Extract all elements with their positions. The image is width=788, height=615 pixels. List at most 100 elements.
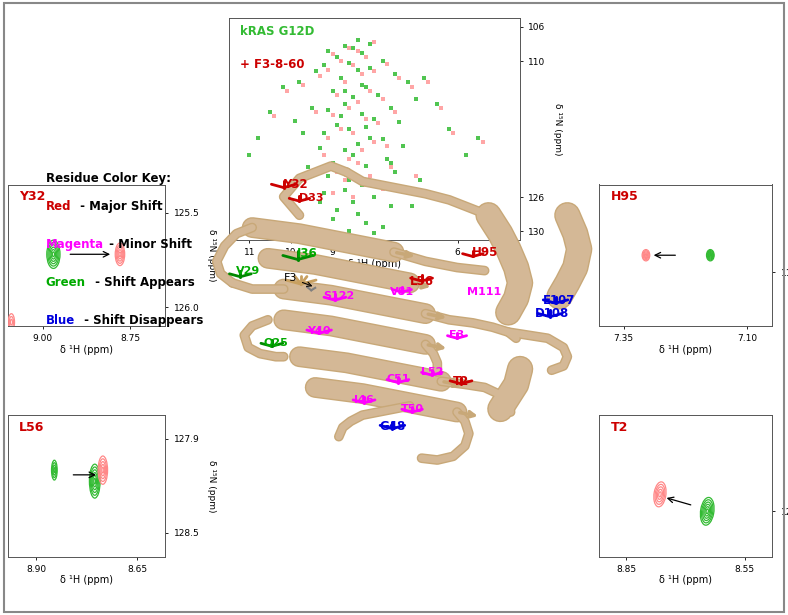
Text: Green: Green — [46, 276, 86, 289]
Point — [401, 77, 414, 87]
X-axis label: δ ¹H (ppm): δ ¹H (ppm) — [659, 344, 712, 355]
Point — [335, 73, 348, 83]
Point — [385, 158, 397, 168]
X-axis label: δ ¹H (ppm): δ ¹H (ppm) — [348, 258, 401, 269]
X-axis label: δ ¹H (ppm): δ ¹H (ppm) — [60, 575, 113, 585]
Point — [368, 228, 381, 238]
Text: L52: L52 — [421, 367, 443, 377]
Text: H95: H95 — [611, 190, 639, 203]
Point — [476, 137, 489, 147]
Point — [277, 82, 289, 92]
Point — [368, 192, 381, 202]
Point — [368, 38, 381, 47]
Point — [364, 171, 377, 181]
Point — [348, 129, 360, 138]
Point — [406, 201, 418, 211]
Point — [377, 95, 389, 105]
Point — [335, 165, 348, 175]
Point — [397, 141, 410, 151]
Point — [355, 80, 368, 90]
Point — [301, 162, 314, 172]
Point — [281, 86, 293, 96]
Point — [297, 80, 310, 90]
Point — [414, 175, 426, 185]
Point — [372, 90, 385, 100]
Point — [351, 35, 364, 45]
Text: Y32: Y32 — [19, 190, 45, 203]
Text: F3: F3 — [284, 273, 311, 287]
Point — [359, 161, 372, 171]
Point — [348, 150, 360, 160]
Point — [289, 116, 302, 125]
Point — [364, 86, 377, 96]
Point — [385, 103, 397, 113]
Text: S122: S122 — [323, 292, 355, 301]
Point — [297, 129, 310, 138]
Point — [293, 77, 306, 87]
Point — [326, 86, 339, 96]
Text: - Shift Appears: - Shift Appears — [91, 276, 195, 289]
Point — [335, 124, 348, 134]
Point — [314, 143, 326, 153]
Point — [377, 184, 389, 194]
Point — [343, 175, 355, 185]
Point — [322, 133, 335, 143]
Point — [318, 188, 331, 198]
Text: Y32: Y32 — [283, 178, 308, 191]
Point — [330, 90, 343, 100]
Point — [351, 97, 364, 107]
Point — [318, 60, 331, 70]
Point — [385, 201, 397, 211]
Point — [343, 43, 355, 53]
Y-axis label: δ ¹⁵N (ppm): δ ¹⁵N (ppm) — [207, 229, 216, 282]
Point — [326, 213, 339, 223]
Point — [335, 56, 348, 66]
Text: I36: I36 — [297, 247, 318, 260]
Point — [326, 158, 339, 168]
Point — [348, 92, 360, 101]
Text: I46: I46 — [354, 395, 374, 405]
Point — [322, 65, 335, 74]
Point — [359, 122, 372, 132]
Point — [377, 56, 389, 66]
Text: C51: C51 — [386, 375, 410, 384]
Point — [339, 86, 351, 96]
Text: D108: D108 — [534, 307, 569, 320]
Point — [393, 73, 406, 83]
Point — [335, 111, 348, 121]
Point — [339, 77, 351, 87]
Point — [418, 73, 430, 83]
Point — [459, 150, 472, 160]
Point — [318, 150, 331, 160]
Text: Blue: Blue — [46, 314, 75, 327]
Point — [348, 197, 360, 207]
Text: T50: T50 — [400, 404, 424, 414]
Text: Magenta: Magenta — [46, 238, 104, 251]
Point — [368, 114, 381, 124]
Point — [388, 69, 401, 79]
Point — [393, 117, 406, 127]
Text: H95: H95 — [471, 245, 498, 259]
Point — [430, 98, 443, 108]
Point — [348, 192, 360, 202]
Text: G48: G48 — [379, 419, 406, 433]
Point — [343, 226, 355, 236]
Point — [359, 52, 372, 62]
Y-axis label: δ ¹⁵N (ppm): δ ¹⁵N (ppm) — [207, 459, 216, 512]
Point — [447, 129, 459, 138]
Point — [443, 124, 455, 134]
Text: E107: E107 — [543, 293, 576, 307]
Point — [314, 71, 326, 81]
Point — [368, 137, 381, 147]
Point — [368, 66, 381, 76]
Text: Q25: Q25 — [263, 338, 288, 347]
Point — [330, 205, 343, 215]
Point — [326, 109, 339, 119]
Point — [410, 171, 422, 181]
Text: M111: M111 — [467, 287, 502, 297]
Point — [355, 69, 368, 79]
Point — [351, 140, 364, 149]
Point — [364, 133, 377, 143]
Point — [326, 49, 339, 59]
Point — [348, 60, 360, 70]
